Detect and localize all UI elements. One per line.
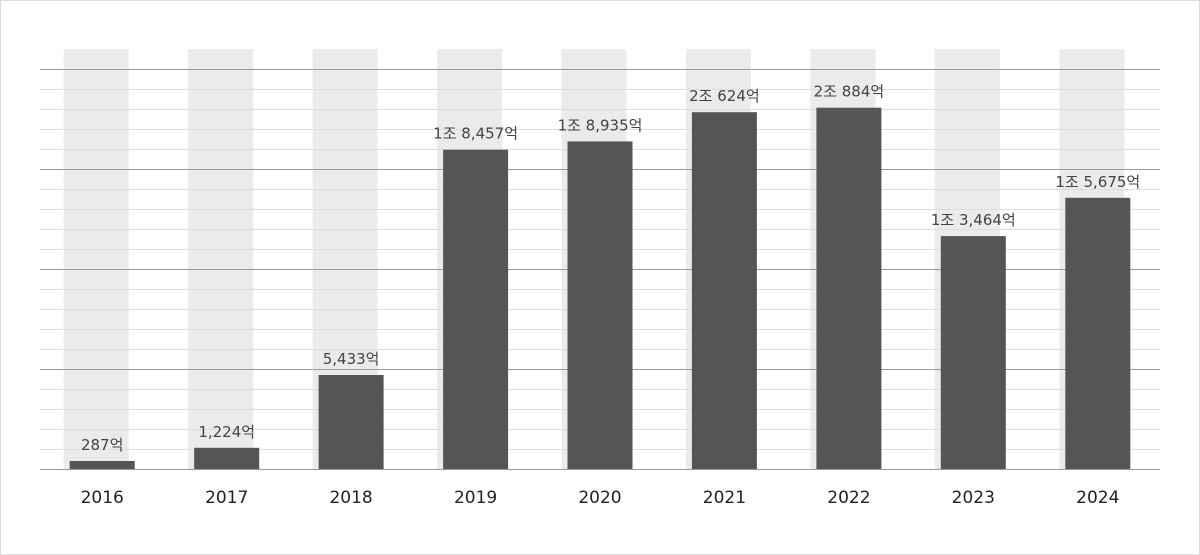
- x-tick-label-2024: 2024: [1076, 488, 1119, 508]
- value-label-2020: 1조 8,935억: [558, 116, 643, 134]
- bar-2024: [1065, 197, 1131, 470]
- x-tick-label-2019: 2019: [454, 488, 497, 508]
- value-label-2024: 1조 5,675억: [1055, 173, 1140, 191]
- value-label-2018: 5,433억: [323, 350, 380, 368]
- value-label-2022: 2조 884억: [814, 83, 885, 101]
- background-bar-2016: [63, 49, 129, 469]
- bar-2022: [816, 107, 882, 469]
- bar-2020: [567, 141, 633, 469]
- bar-2021: [691, 112, 757, 469]
- bar-2023: [940, 236, 1006, 469]
- background-bar-2017: [188, 49, 254, 469]
- x-tick-label-2023: 2023: [952, 488, 995, 508]
- bar-2019: [443, 149, 509, 469]
- x-tick-label-2021: 2021: [703, 488, 746, 508]
- value-label-2017: 1,224억: [198, 423, 255, 441]
- x-tick-label-2022: 2022: [827, 488, 870, 508]
- x-tick-label-2016: 2016: [81, 488, 124, 508]
- value-label-2023: 1조 3,464억: [931, 211, 1016, 229]
- x-tick-label-2018: 2018: [329, 488, 372, 508]
- x-tick-label-2020: 2020: [578, 488, 621, 508]
- value-label-2016: 287억: [81, 436, 123, 454]
- x-tick-label-2017: 2017: [205, 488, 248, 508]
- bar-2018: [318, 375, 384, 469]
- bar-2016: [69, 461, 135, 469]
- value-label-2019: 1조 8,457억: [433, 125, 518, 143]
- value-label-2021: 2조 624억: [689, 87, 760, 105]
- bar-2017: [194, 447, 260, 469]
